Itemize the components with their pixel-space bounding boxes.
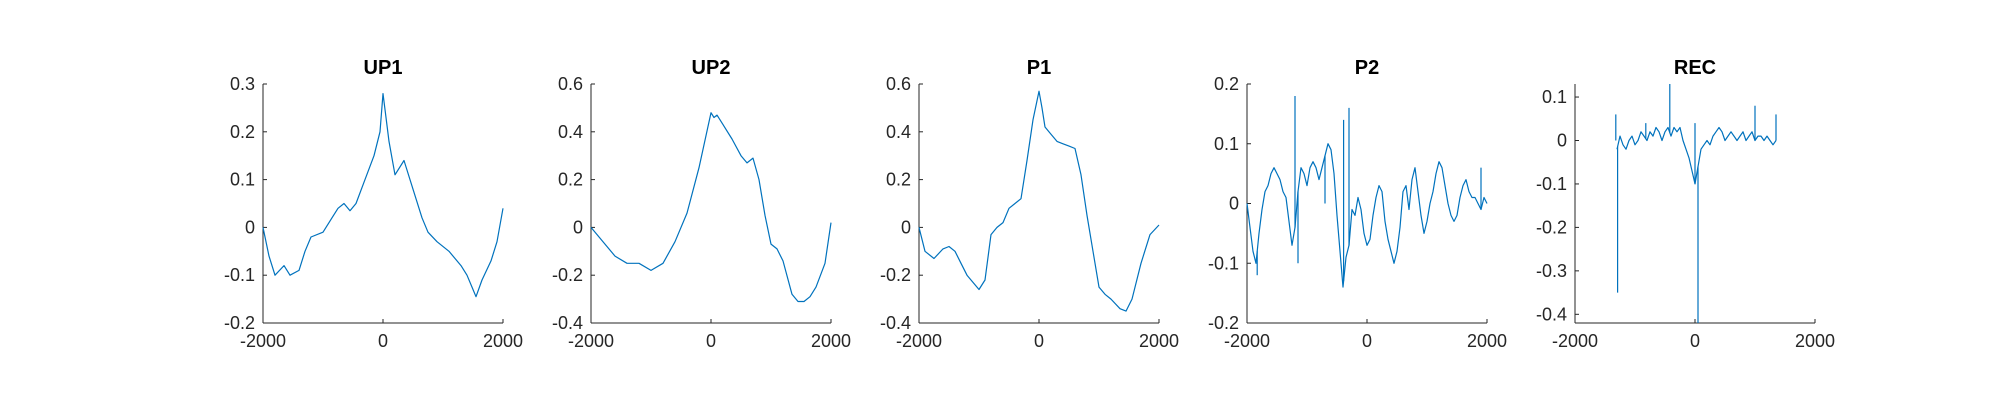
x-tick-label: 0 <box>1690 331 1700 351</box>
y-tick-label: -0.2 <box>880 265 911 285</box>
subplot-title: REC <box>1674 57 1716 79</box>
subplot-title: UP1 <box>364 57 403 79</box>
y-tick-label: -0.3 <box>1536 261 1567 281</box>
subplot-up1: UP1 -2000 0 2000 -0.2 -0.1 0 0.1 0.2 0.3 <box>224 57 523 351</box>
subplot-up2: UP2 -2000 0 2000 -0.4 -0.2 0 0.2 0.4 0.6 <box>552 57 851 351</box>
x-tick-label: 2000 <box>1467 331 1507 351</box>
subplot-title: UP2 <box>692 57 731 79</box>
x-tick-label: -2000 <box>240 331 286 351</box>
y-tick-label: -0.4 <box>552 313 583 333</box>
y-tick-label: 0.2 <box>558 170 583 190</box>
y-tick-label: 0.1 <box>1542 87 1567 107</box>
x-tick-label: -2000 <box>1224 331 1270 351</box>
y-tick-label: 0 <box>1229 194 1239 214</box>
y-tick-label: 0.1 <box>230 170 255 190</box>
y-tick-label: 0.2 <box>230 122 255 142</box>
y-tick-label: 0.4 <box>558 122 583 142</box>
y-tick-label: -0.1 <box>1208 253 1239 273</box>
subplot-title: P2 <box>1355 57 1379 79</box>
y-tick-label: 0.6 <box>886 74 911 94</box>
series-line <box>1616 126 1777 185</box>
y-tick-label: -0.2 <box>552 265 583 285</box>
y-tick-label: 0 <box>573 217 583 237</box>
subplot-rec: REC -2000 0 2000 -0.4 -0.3 -0.2 -0.1 0 0.1 <box>1536 57 1835 351</box>
x-tick-label: 0 <box>378 331 388 351</box>
y-tick-label: 0.2 <box>886 170 911 190</box>
y-tick-label: -0.1 <box>224 265 255 285</box>
x-tick-label: 2000 <box>1795 331 1835 351</box>
series-line <box>918 90 1160 312</box>
y-tick-label: 0 <box>901 217 911 237</box>
y-tick-label: 0.2 <box>1214 74 1239 94</box>
x-tick-label: -2000 <box>896 331 942 351</box>
x-tick-label: 0 <box>1034 331 1044 351</box>
x-tick-label: 0 <box>706 331 716 351</box>
x-tick-label: 2000 <box>1139 331 1179 351</box>
x-tick-label: -2000 <box>1552 331 1598 351</box>
y-tick-label: -0.2 <box>1208 313 1239 333</box>
y-tick-label: -0.1 <box>1536 174 1567 194</box>
series-line <box>262 92 504 298</box>
series-line <box>1246 143 1488 288</box>
subplot-title: P1 <box>1027 57 1051 79</box>
y-tick-label: 0 <box>245 217 255 237</box>
subplot-p2: P2 -2000 0 2000 -0.2 -0.1 0 0.1 0.2 <box>1208 57 1507 351</box>
y-tick-label: -0.4 <box>880 313 911 333</box>
y-tick-label: -0.2 <box>1536 217 1567 237</box>
y-tick-label: -0.4 <box>1536 304 1567 324</box>
y-tick-label: 0.6 <box>558 74 583 94</box>
y-tick-label: -0.2 <box>224 313 255 333</box>
subplot-p1: P1 -2000 0 2000 -0.4 -0.2 0 0.2 0.4 0.6 <box>880 57 1179 351</box>
y-tick-label: 0.3 <box>230 74 255 94</box>
x-tick-label: 2000 <box>811 331 851 351</box>
y-tick-label: 0.4 <box>886 122 911 142</box>
y-tick-label: 0 <box>1557 130 1567 150</box>
y-tick-label: 0.1 <box>1214 134 1239 154</box>
series-line <box>590 112 832 303</box>
x-tick-label: 0 <box>1362 331 1372 351</box>
x-tick-label: 2000 <box>483 331 523 351</box>
x-tick-label: -2000 <box>568 331 614 351</box>
